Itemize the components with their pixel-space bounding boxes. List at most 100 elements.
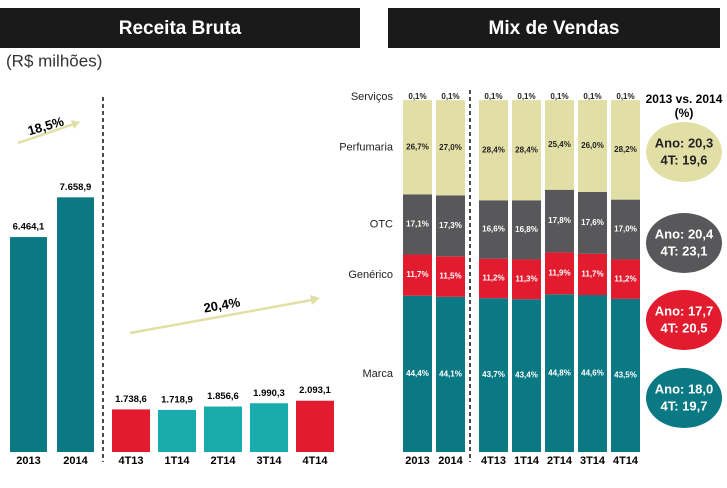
bar-segment: [436, 100, 465, 196]
x-tick-label: 2T14: [547, 455, 573, 467]
value-label: 28,2%: [614, 145, 637, 154]
chart-title: Receita Bruta: [119, 18, 242, 39]
growth-label: 20,4%: [202, 294, 241, 315]
x-tick-label: 1T14: [514, 455, 540, 467]
bar: [158, 409, 196, 452]
value-label: 1.856,6: [207, 391, 239, 402]
value-label: 1.738,6: [115, 394, 147, 405]
comparison-badge: [646, 213, 722, 273]
value-label: 0,1%: [550, 92, 568, 101]
bar-segment: [403, 295, 432, 452]
value-label: 0,1%: [583, 92, 601, 101]
bar: [10, 237, 47, 452]
header-bar: [388, 8, 720, 48]
bar: [57, 197, 94, 452]
x-tick-label: 2T14: [210, 455, 236, 467]
value-label: 28,4%: [515, 145, 538, 154]
bar: [296, 400, 334, 452]
comparison-text: 4T: 20,5: [661, 320, 708, 335]
bar-segment: [403, 194, 432, 255]
legend-label: OTC: [370, 218, 393, 230]
value-label: 26,7%: [406, 142, 429, 151]
x-tick-label: 4T13: [481, 455, 506, 467]
x-tick-label: 1T14: [164, 455, 190, 467]
comparison-title: 2013 vs. 2014: [646, 92, 723, 106]
bar-segment: [578, 191, 607, 254]
bar-segment: [545, 100, 574, 190]
bar-segment: [545, 252, 574, 295]
x-tick-label: 3T14: [580, 455, 606, 467]
header-bar: [0, 8, 360, 48]
value-label: 43,4%: [515, 371, 538, 380]
value-label: 43,5%: [614, 371, 637, 380]
x-tick-label: 4T14: [302, 455, 328, 467]
arrow-head: [71, 120, 80, 129]
bar-segment: [545, 189, 574, 253]
bar-segment: [512, 100, 541, 201]
subtitle: (R$ milhões): [6, 51, 102, 70]
bar-segment: [578, 100, 607, 192]
x-tick-label: 2014: [438, 455, 463, 467]
bar-segment: [479, 100, 508, 201]
bar-segment: [403, 100, 432, 195]
value-label: 0,1%: [616, 92, 634, 101]
growth-arrow: [129, 298, 313, 335]
bar-segment: [611, 298, 640, 452]
bar-segment: [479, 258, 508, 299]
value-label: 1.718,9: [161, 394, 193, 405]
bar-segment: [578, 295, 607, 452]
comparison-text: 4T: 23,1: [661, 243, 708, 258]
value-label: 44,6%: [581, 369, 604, 378]
legend-label: Perfumaria: [339, 141, 394, 153]
value-label: 16,6%: [482, 225, 505, 234]
value-label: 17,6%: [581, 218, 604, 227]
value-label: 0,1%: [441, 92, 459, 101]
value-label: 44,1%: [439, 369, 462, 378]
value-label: 7.658,9: [60, 182, 92, 193]
value-label: 44,4%: [406, 369, 429, 378]
bar-segment: [611, 199, 640, 260]
comparison-badge: [646, 122, 722, 182]
comparison-badge: [646, 368, 722, 428]
arrow-head: [310, 295, 320, 305]
comparison-text: Ano: 17,7: [655, 303, 714, 318]
bar-segment: [512, 259, 541, 300]
value-label: 2.093,1: [299, 385, 331, 396]
bar-segment: [545, 294, 574, 452]
value-label: 28,4%: [482, 145, 505, 154]
bar-segment: [436, 296, 465, 452]
comparison-text: Ano: 18,0: [655, 381, 714, 396]
value-label: 17,8%: [548, 216, 571, 225]
value-label: 11,2%: [614, 274, 636, 283]
bar-segment: [512, 200, 541, 260]
bar-segment: [479, 200, 508, 259]
bar-segment: [436, 195, 465, 257]
value-label: 25,4%: [548, 140, 571, 149]
x-tick-label: 2014: [63, 455, 88, 467]
bar: [204, 406, 242, 452]
bar: [250, 403, 288, 452]
bar-segment: [611, 259, 640, 299]
value-label: 0,1%: [408, 92, 426, 101]
comparison-badge: [646, 290, 722, 350]
comparison-text: Ano: 20,4: [655, 226, 714, 241]
bar-segment: [479, 298, 508, 452]
value-label: 43,7%: [482, 370, 505, 379]
growth-arrow: [17, 122, 75, 145]
x-tick-label: 2013: [16, 455, 40, 467]
value-label: 11,3%: [515, 274, 537, 283]
value-label: 17,3%: [439, 221, 462, 230]
value-label: 11,9%: [548, 268, 570, 277]
legend-label: Marca: [362, 368, 393, 380]
value-label: 16,8%: [515, 225, 538, 234]
comparison-text: Ano: 20,3: [655, 135, 714, 150]
value-label: 11,2%: [482, 274, 504, 283]
bar-segment: [512, 299, 541, 452]
x-tick-label: 3T14: [256, 455, 282, 467]
comparison-unit: (%): [675, 106, 694, 120]
value-label: 11,7%: [406, 270, 428, 279]
bar-segment: [578, 253, 607, 296]
value-label: 11,7%: [581, 270, 603, 279]
bar: [112, 409, 150, 452]
